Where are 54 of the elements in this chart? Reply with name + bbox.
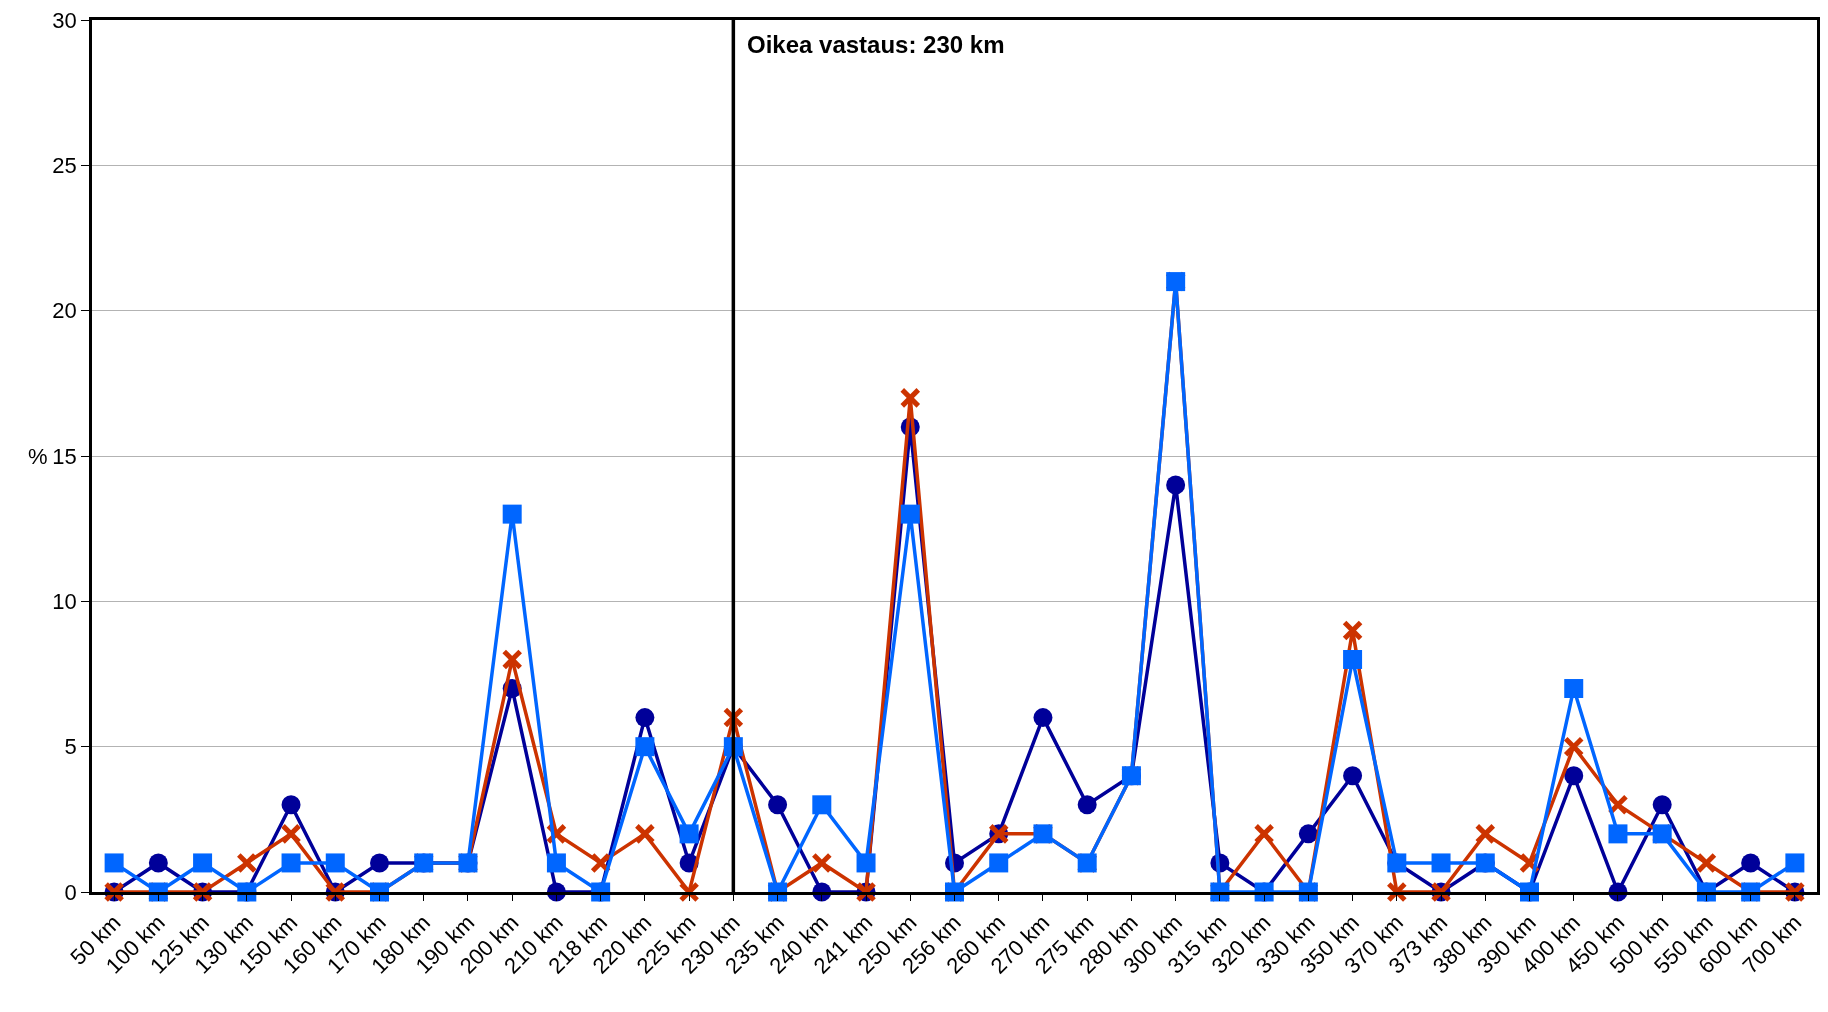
point	[370, 853, 389, 873]
point	[1563, 736, 1585, 758]
point	[1253, 823, 1275, 845]
point	[281, 795, 301, 815]
point	[280, 823, 302, 845]
point	[1652, 795, 1672, 815]
point	[1342, 619, 1364, 641]
y-tick-label: 15	[52, 443, 77, 469]
y-tick-label: 25	[52, 153, 77, 179]
point	[1298, 824, 1318, 844]
point	[325, 853, 345, 873]
y-tick-label: 20	[52, 298, 77, 324]
point	[768, 795, 788, 815]
point	[501, 648, 523, 670]
point	[1564, 679, 1584, 699]
point	[812, 795, 832, 815]
point	[900, 504, 920, 524]
point	[679, 824, 699, 844]
point	[856, 853, 876, 873]
point	[899, 387, 921, 409]
point	[1695, 852, 1717, 874]
y-tick-label: 5	[64, 734, 77, 760]
point	[281, 853, 301, 873]
point	[1741, 853, 1761, 873]
point	[1166, 475, 1186, 495]
point	[1608, 824, 1628, 844]
point	[590, 852, 612, 874]
point	[1431, 853, 1451, 873]
point	[1607, 794, 1629, 816]
point	[502, 504, 522, 524]
point	[1343, 649, 1363, 669]
y-tick-label: 10	[52, 589, 77, 615]
ref-line-label: Oikea vastaus: 230 km	[747, 31, 1005, 58]
point	[193, 853, 213, 873]
point	[1077, 795, 1097, 815]
point	[811, 852, 833, 874]
point	[1033, 708, 1053, 728]
point	[989, 853, 1009, 873]
point	[635, 737, 655, 757]
point	[148, 853, 168, 873]
point	[1386, 881, 1408, 903]
point	[1564, 766, 1584, 786]
point	[546, 853, 566, 873]
point	[104, 853, 124, 873]
point	[236, 852, 258, 874]
y-tick-label: 0	[64, 879, 77, 905]
y-axis-title: %	[28, 444, 48, 469]
point	[635, 708, 655, 728]
point	[678, 881, 700, 903]
point	[1343, 766, 1363, 786]
point	[1785, 853, 1805, 873]
point	[634, 823, 656, 845]
y-tick-label: 30	[52, 7, 77, 33]
point	[1474, 823, 1496, 845]
